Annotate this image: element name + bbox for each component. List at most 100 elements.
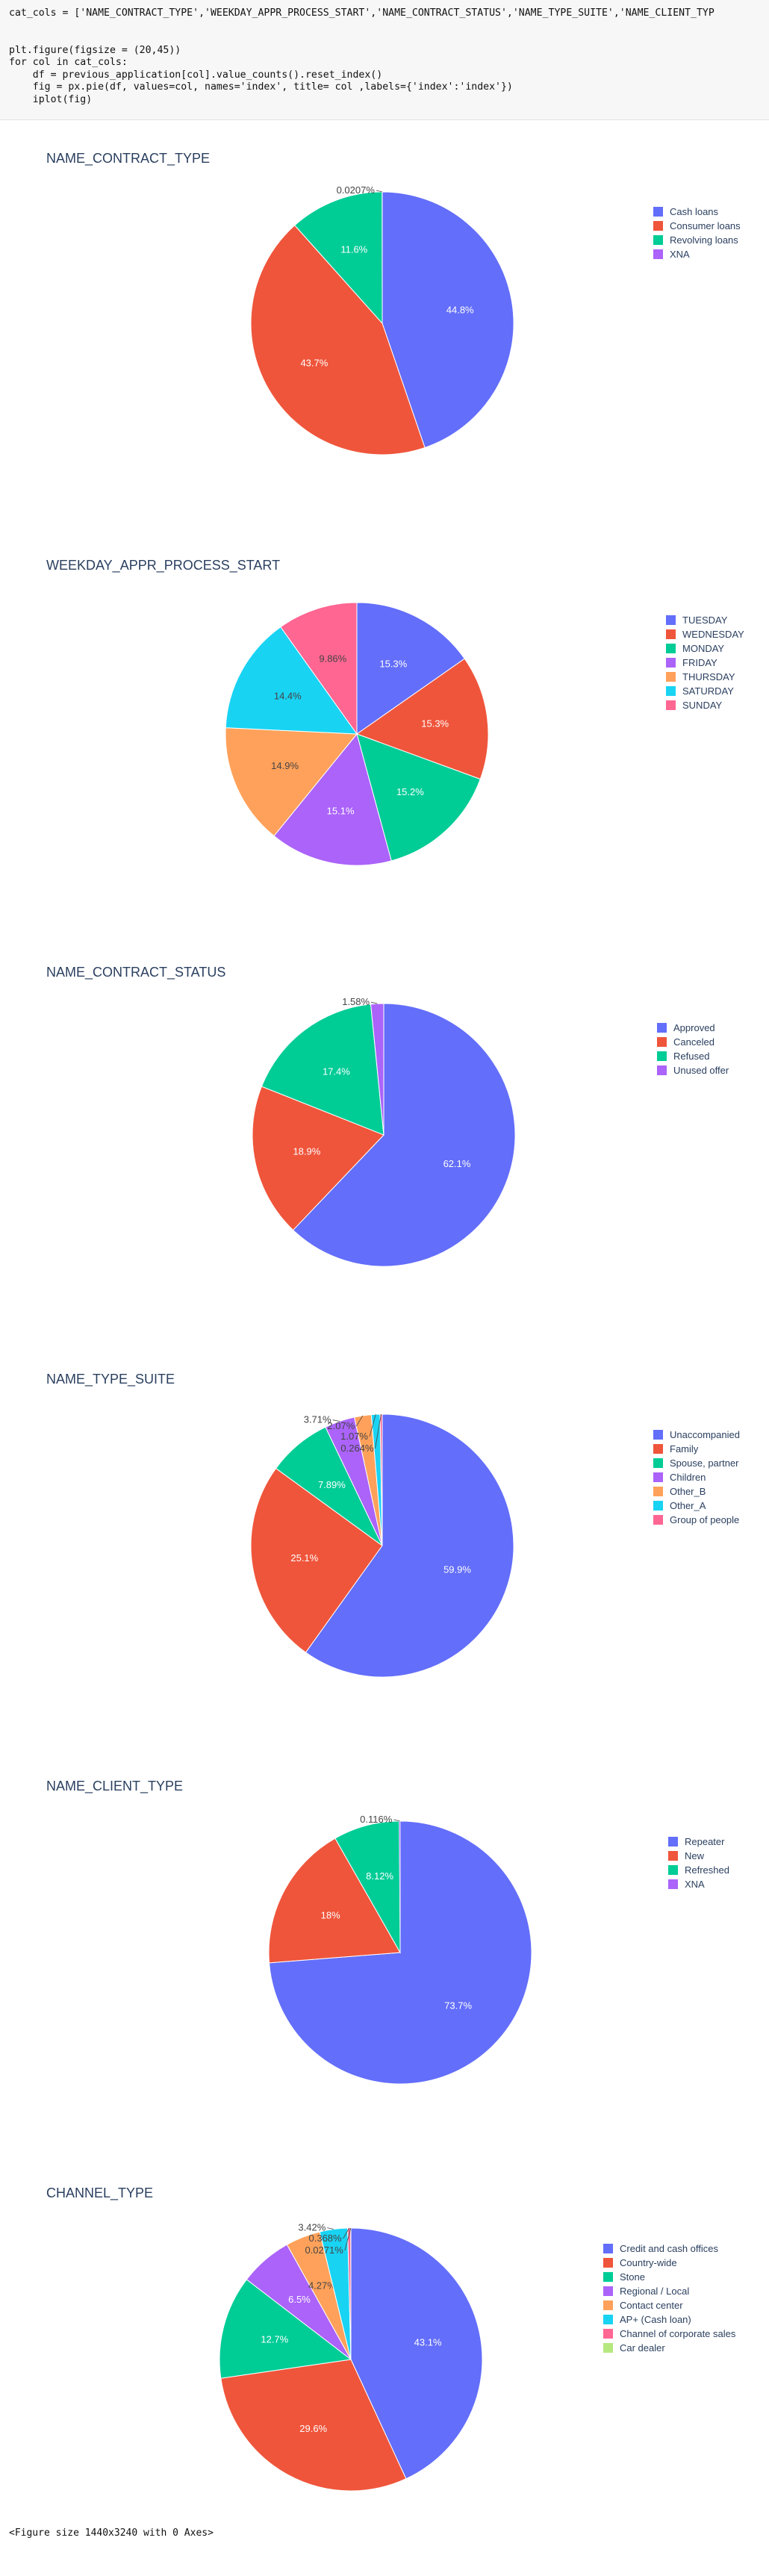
slice-percent-label: 1.58% [342,996,370,1007]
legend-item[interactable]: Stone [620,2271,645,2283]
legend-item[interactable]: SUNDAY [682,700,723,711]
pie-svg: 62.1%18.9%17.4%1.58%ApprovedCanceledRefu… [0,948,769,1355]
slice-percent-label: 8.12% [366,1870,393,1882]
legend-swatch[interactable] [653,1458,663,1468]
slice-percent-label: 18% [321,1910,340,1921]
slice-percent-label: 73.7% [444,2000,472,2012]
legend-item[interactable]: MONDAY [682,643,724,654]
slice-percent-label: 15.2% [396,786,424,797]
label-leader-line [327,2228,334,2230]
legend-item[interactable]: Canceled [673,1036,714,1048]
legend-swatch[interactable] [657,1023,667,1033]
legend-item[interactable]: Repeater [685,1836,725,1847]
legend-swatch[interactable] [657,1037,667,1047]
legend-item[interactable]: Spouse, partner [670,1457,739,1469]
legend-swatch[interactable] [666,700,676,710]
legend-swatch[interactable] [603,2272,613,2282]
legend-swatch[interactable] [653,1430,663,1440]
slice-percent-label: 14.4% [274,690,302,701]
legend-swatch[interactable] [603,2315,613,2324]
slice-percent-label: 17.4% [323,1066,350,1077]
legend-swatch[interactable] [668,1879,678,1889]
legend-item[interactable]: THURSDAY [682,671,735,682]
legend-item[interactable]: Regional / Local [620,2286,689,2297]
legend-swatch[interactable] [603,2329,613,2339]
legend-swatch[interactable] [657,1065,667,1075]
slice-percent-label: 59.9% [443,1564,471,1575]
slice-percent-label: 0.368% [309,2233,343,2244]
legend-item[interactable]: Credit and cash offices [620,2243,718,2254]
legend-swatch[interactable] [653,207,663,217]
pie-chart-client-type: NAME_CLIENT_TYPE 73.7%18%8.12%0.116%Repe… [0,1762,769,2169]
legend-swatch[interactable] [666,629,676,639]
legend-item[interactable]: Other_A [670,1500,706,1511]
legend-swatch[interactable] [653,221,663,231]
legend-item[interactable]: XNA [685,1879,705,1890]
slice-percent-label: 62.1% [443,1158,471,1169]
slice-percent-label: 44.8% [446,305,474,316]
legend-item[interactable]: Country-wide [620,2257,677,2268]
legend-swatch[interactable] [653,249,663,259]
legend-item[interactable]: Channel of corporate sales [620,2328,736,2339]
slice-percent-label: 43.1% [414,2336,442,2348]
legend-swatch[interactable] [603,2343,613,2353]
legend-swatch[interactable] [653,1444,663,1454]
code-cell[interactable]: cat_cols = ['NAME_CONTRACT_TYPE','WEEKDA… [0,0,769,120]
slice-percent-label: 15.3% [421,718,449,729]
legend-item[interactable]: Unaccompanied [670,1429,740,1440]
legend-item[interactable]: Refreshed [685,1864,729,1876]
legend-item[interactable]: Children [670,1472,706,1483]
legend-item[interactable]: AP+ (Cash loan) [620,2314,691,2325]
legend-item[interactable]: FRIDAY [682,657,717,668]
legend-swatch[interactable] [653,235,663,245]
slice-percent-label: 9.86% [319,653,346,664]
legend-item[interactable]: XNA [670,249,690,260]
legend-swatch[interactable] [653,1501,663,1511]
legend-item[interactable]: SATURDAY [682,685,734,697]
legend-swatch[interactable] [666,686,676,696]
legend-item[interactable]: Revolving loans [670,234,738,246]
slice-percent-label: 15.1% [327,805,355,816]
legend-item[interactable]: Contact center [620,2300,683,2311]
legend-item[interactable]: TUESDAY [682,615,728,626]
slice-percent-label: 0.0271% [305,2244,343,2256]
legend-swatch[interactable] [668,1837,678,1847]
legend-item[interactable]: Consumer loans [670,220,741,231]
legend-swatch[interactable] [653,1487,663,1496]
legend-swatch[interactable] [603,2300,613,2310]
legend-swatch[interactable] [603,2286,613,2296]
slice-percent-label: 6.5% [288,2294,311,2305]
legend-item[interactable]: WEDNESDAY [682,629,744,640]
slice-percent-label: 3.42% [298,2222,326,2233]
legend-swatch[interactable] [653,1515,663,1525]
legend-item[interactable]: Approved [673,1022,715,1033]
slice-percent-label: 25.1% [290,1552,318,1564]
legend-swatch[interactable] [668,1865,678,1875]
code-block: cat_cols = ['NAME_CONTRACT_TYPE','WEEKDA… [0,0,769,113]
pie-svg: 43.1%29.6%12.7%6.5%4.27%3.42%0.368%0.027… [0,2169,769,2576]
figure-output-text: <Figure size 1440x3240 with 0 Axes> [9,2527,214,2539]
legend-swatch[interactable] [603,2244,613,2253]
legend-swatch[interactable] [666,644,676,653]
legend-item[interactable]: New [685,1850,705,1861]
legend-swatch[interactable] [666,658,676,668]
pie-svg: 15.3%15.3%15.2%15.1%14.9%14.4%9.86%TUESD… [0,541,769,948]
legend-item[interactable]: Refused [673,1051,709,1062]
legend-swatch[interactable] [668,1851,678,1861]
pie-chart-contract-status: NAME_CONTRACT_STATUS 62.1%18.9%17.4%1.58… [0,948,769,1355]
legend-item[interactable]: Car dealer [620,2342,665,2353]
slice-percent-label: 14.9% [271,760,299,771]
legend-item[interactable]: Unused offer [673,1065,729,1076]
pie-svg: 59.9%25.1%7.89%3.71%2.07%1.07%0.264%Unac… [0,1355,769,1762]
legend-swatch[interactable] [653,1472,663,1482]
legend-item[interactable]: Cash loans [670,206,719,217]
legend-item[interactable]: Group of people [670,1514,739,1525]
legend-swatch[interactable] [657,1051,667,1061]
legend-swatch[interactable] [666,672,676,682]
slice-percent-label: 29.6% [299,2423,327,2434]
legend-swatch[interactable] [666,615,676,625]
legend-item[interactable]: Other_B [670,1486,706,1497]
slice-percent-label: 1.07% [340,1431,368,1442]
legend-item[interactable]: Family [670,1443,699,1455]
legend-swatch[interactable] [603,2258,613,2268]
